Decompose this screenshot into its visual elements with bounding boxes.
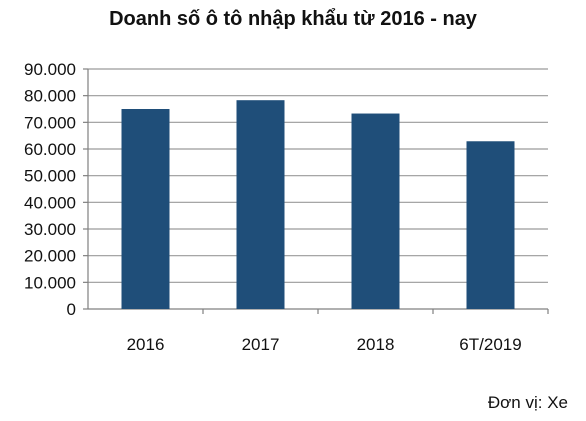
x-tick-label: 6T/2019 xyxy=(459,335,521,354)
bar-2016 xyxy=(121,109,170,309)
y-tick-label: 10.000 xyxy=(24,273,76,292)
bar-6t-2019 xyxy=(466,141,515,309)
y-tick-label: 50.000 xyxy=(24,167,76,186)
x-tick-label: 2017 xyxy=(242,335,280,354)
y-tick-label: 40.000 xyxy=(24,193,76,212)
x-tick-labels: 2016 2017 2018 6T/2019 xyxy=(127,335,522,354)
bars xyxy=(121,100,515,310)
unit-note: Đơn vị: Xe xyxy=(487,393,568,412)
y-tick-label: 80.000 xyxy=(24,87,76,106)
y-tick-label: 30.000 xyxy=(24,220,76,239)
y-tick-label: 0 xyxy=(67,300,76,319)
y-tick-labels: 0 10.000 20.000 30.000 40.000 50.000 60.000 70.… xyxy=(24,60,76,319)
bar-2018 xyxy=(351,113,400,310)
bar-2017 xyxy=(236,100,285,309)
x-tick-label: 2016 xyxy=(127,335,165,354)
y-tick-label: 70.000 xyxy=(24,113,76,132)
x-tick-label: 2018 xyxy=(357,335,395,354)
y-tick-label: 60.000 xyxy=(24,140,76,159)
y-tick-label: 20.000 xyxy=(24,247,76,266)
y-tick-label: 90.000 xyxy=(24,60,76,79)
chart-title: Doanh số ô tô nhập khẩu từ 2016 - nay xyxy=(109,8,477,30)
